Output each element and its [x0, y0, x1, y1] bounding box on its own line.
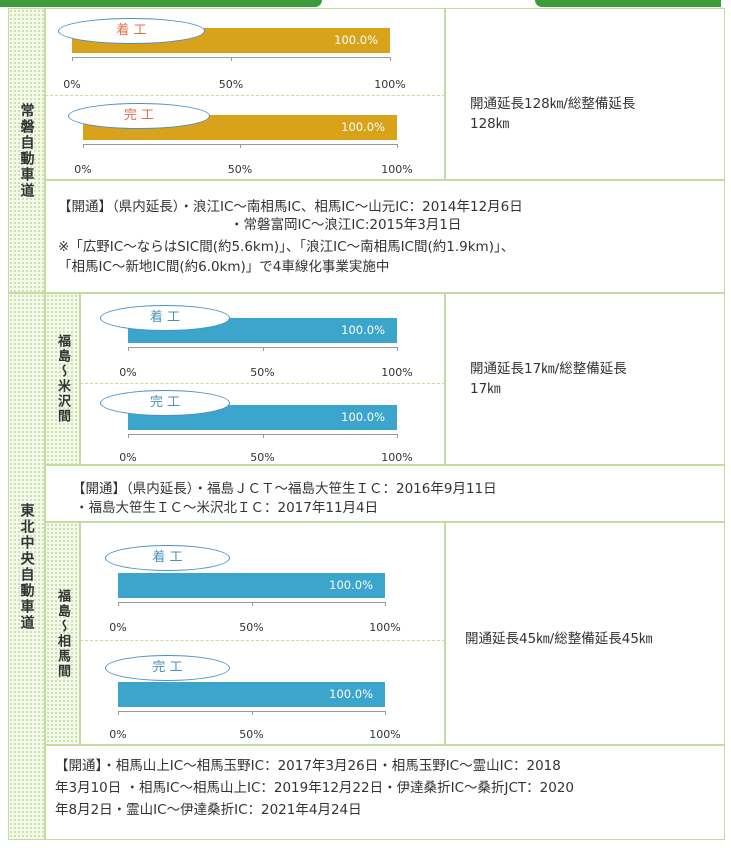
notes-cell [45, 745, 725, 840]
length-cell [445, 522, 725, 745]
tick-label: 100% [381, 366, 413, 379]
length-cell [445, 293, 725, 465]
note-text: 【開通】（県内延長）・浪江IC～南相馬IC、相馬IC～山元IC：2014年12月… [58, 199, 523, 215]
tick-mark [118, 711, 119, 715]
tick-label: 50% [250, 451, 275, 464]
tick-mark [397, 144, 398, 148]
tick-label: 0% [109, 728, 127, 741]
value-label: 100.0% [329, 578, 373, 592]
road-column [8, 293, 45, 840]
value-label: 100.0% [341, 410, 385, 424]
tick-label: 100% [381, 163, 413, 176]
note-text: ・福島大笹生ＩＣ～米沢北ＩＣ：2017年11月4日 [75, 500, 379, 516]
note-text: 年8月2日・霊山IC～伊達桑折IC：2021年4月24日 [55, 802, 362, 818]
status-pill: 完 工 [68, 103, 210, 129]
note-text: 「相馬IC～新地IC間(約6.0km)」で4車線化事業実施中 [58, 259, 390, 275]
tick-mark [262, 347, 264, 351]
length-text: 開通延長45㎞/総整備延長45㎞ [465, 631, 653, 647]
note-text: 【開通】・相馬山上IC～相馬玉野IC：2017年3月26日・相馬玉野IC～霊山I… [55, 758, 561, 774]
tick-mark [397, 434, 398, 438]
value-label: 100.0% [334, 33, 378, 47]
status-pill: 完 工 [105, 655, 230, 681]
status-pill: 着 工 [58, 18, 205, 44]
tick-label: 100% [369, 621, 401, 634]
tick-label: 100% [369, 728, 401, 741]
header-strip [0, 0, 322, 7]
road-name: 常磐自動車道 [18, 102, 35, 199]
segment-column [45, 522, 80, 745]
notes-cell [45, 465, 725, 522]
status-pill: 着 工 [100, 305, 230, 331]
tick-mark [385, 602, 386, 606]
tick-label: 0% [119, 366, 137, 379]
status-pill: 完 工 [100, 390, 230, 416]
value-label: 100.0% [329, 687, 373, 701]
tick-mark [251, 711, 253, 715]
value-label: 100.0% [341, 323, 385, 337]
tick-mark [262, 434, 264, 438]
value-label: 100.0% [341, 120, 385, 134]
note-text: 【開通】（県内延長）・福島ＪＣＴ～福島大笹生ＩＣ：2016年9月11日 [72, 481, 497, 497]
segment-column [45, 293, 80, 465]
progress-bar [118, 682, 385, 707]
tick-label: 100% [381, 451, 413, 464]
tick-label: 0% [74, 163, 92, 176]
tick-mark [251, 602, 253, 606]
length-text: 開通延長17㎞/総整備延長 [470, 361, 627, 377]
tick-label: 50% [250, 366, 275, 379]
tick-mark [240, 144, 241, 148]
tick-mark [118, 602, 119, 606]
tick-mark [128, 347, 129, 351]
tick-label: 50% [239, 621, 264, 634]
note-text: 年3月10日 ・相馬IC～相馬山上IC：2019年12月22日・伊達桑折IC～桑… [55, 780, 575, 796]
chart-cell [45, 8, 445, 180]
divider [45, 95, 445, 96]
tick-mark [231, 57, 232, 61]
chart-cell [80, 522, 445, 745]
tick-mark [128, 434, 129, 438]
tick-label: 0% [109, 621, 127, 634]
divider [80, 640, 445, 641]
progress-bar [118, 573, 385, 598]
tick-label: 100% [374, 78, 406, 91]
status-pill: 着 工 [105, 545, 230, 571]
length-text: 開通延長128㎞/総整備延長 [470, 96, 636, 112]
tick-label: 50% [218, 78, 244, 91]
tick-label: 50% [227, 163, 253, 176]
tick-label: 50% [239, 728, 264, 741]
tick-mark [397, 347, 398, 351]
header-strip [535, 0, 721, 7]
tick-mark [385, 711, 386, 715]
divider [80, 383, 445, 384]
length-text: 128㎞ [470, 116, 510, 132]
note-text: ※「広野IC～ならはSIC間(約5.6km)」、「浪江IC～南相馬IC間(約1.… [58, 239, 515, 255]
tick-label: 0% [119, 451, 137, 464]
chart-cell [80, 293, 445, 465]
tick-label: 0% [63, 78, 81, 91]
length-text: 17㎞ [470, 381, 501, 397]
tick-mark [83, 144, 84, 148]
road-column [8, 8, 45, 293]
tick-mark [72, 57, 73, 61]
length-cell [445, 8, 725, 180]
tick-mark [390, 57, 391, 61]
road-name: 東北中央自動車道 [18, 502, 35, 631]
note-text: ・常磐富岡IC～浪江IC:2015年3月1日 [230, 217, 462, 233]
segment-name: 福島～相馬間 [55, 588, 70, 679]
segment-name: 福島～米沢間 [55, 334, 70, 424]
notes-cell [45, 180, 725, 293]
